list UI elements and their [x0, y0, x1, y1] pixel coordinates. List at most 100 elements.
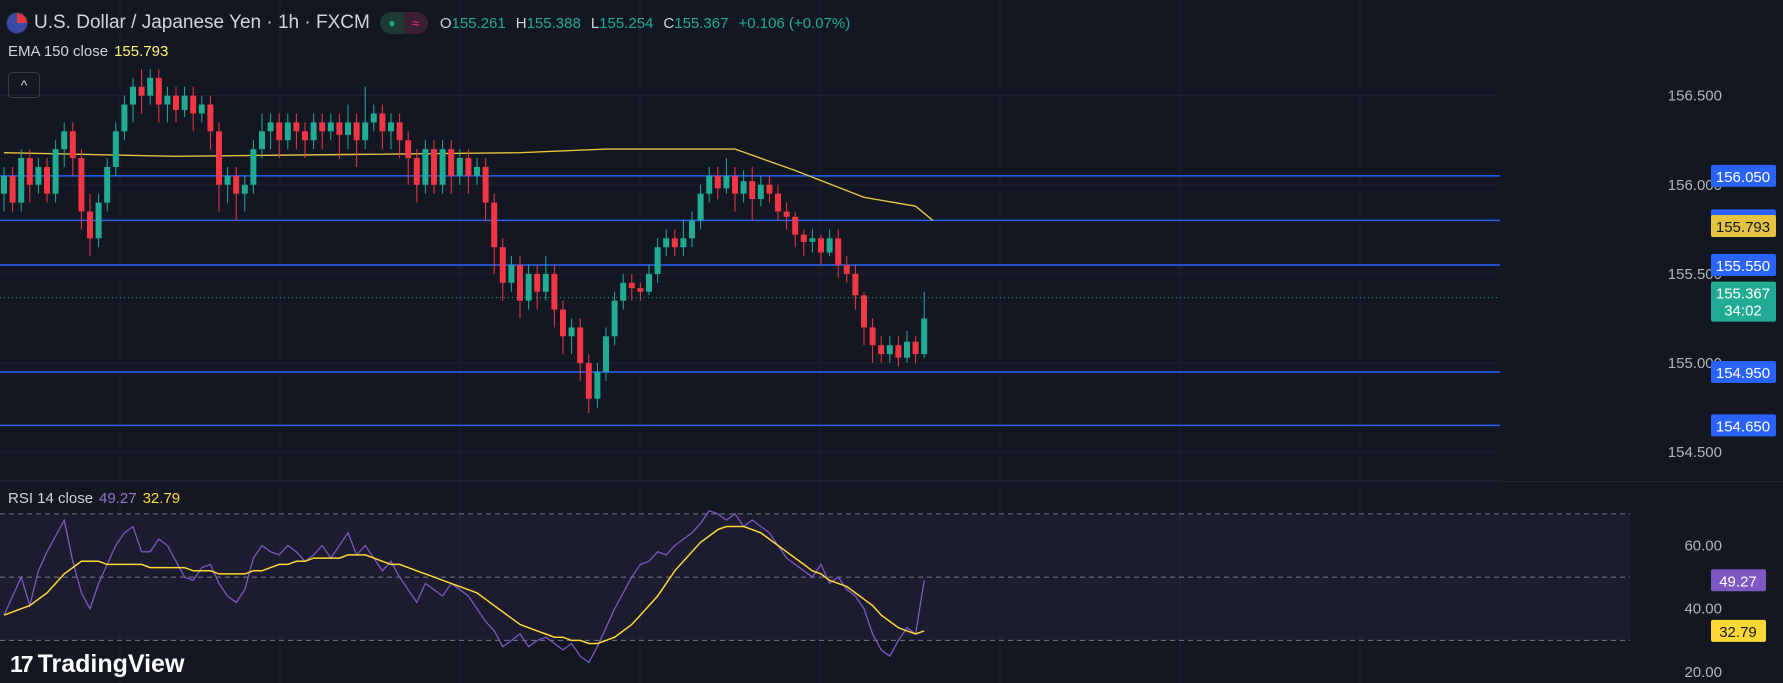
candle-body [216, 131, 222, 185]
candle-body [878, 345, 885, 355]
candle-body [379, 113, 386, 132]
candle-body [508, 265, 515, 283]
candle-body [121, 104, 128, 132]
level-price-tag: 156.050 [1711, 164, 1776, 187]
candle [800, 229, 807, 257]
candle [628, 273, 635, 301]
candle [388, 113, 394, 150]
candle [843, 256, 850, 283]
rsi-ma-tag-bg [1711, 619, 1766, 642]
candle [611, 291, 618, 346]
price-axis[interactable]: 156.500 156.000 155.500 155.000 154.500 156.0… [1500, 0, 1783, 481]
candle [69, 122, 76, 176]
candle-body [921, 318, 928, 355]
rsi-legend[interactable]: RSI 14 close 49.27 32.79 [8, 490, 180, 507]
candle [766, 175, 773, 203]
candle [603, 327, 609, 381]
candle [233, 166, 240, 221]
tradingview-logo[interactable]: 17 TradingView [10, 650, 184, 679]
candle [852, 265, 859, 310]
symbol-title[interactable]: U.S. Dollar / Japanese Yen · 1h · FXCM [34, 12, 370, 33]
level-price-tag-bg [1711, 414, 1776, 437]
candle-body [585, 363, 592, 399]
candle [327, 113, 334, 141]
candle-body [818, 238, 824, 253]
candle [740, 170, 747, 203]
candle-body [465, 158, 472, 176]
candles [0, 68, 1500, 413]
price-change: +0.106 (+0.07%) [738, 14, 851, 32]
rsi-ma-value: 32.79 [142, 490, 181, 507]
candle [104, 158, 111, 212]
candle [826, 229, 833, 257]
candle [757, 175, 764, 207]
rsi-value-tag-bg [1711, 569, 1766, 592]
candle [405, 131, 412, 185]
market-status[interactable]: ● ≈ [379, 12, 428, 34]
candle-body [224, 175, 231, 185]
price-tick-label: 156.500 [1668, 88, 1722, 105]
candle-body [69, 131, 76, 159]
candle-body [207, 104, 214, 132]
candle-body [680, 238, 687, 248]
candle [181, 86, 188, 118]
candle [130, 77, 136, 123]
candle-body [18, 158, 25, 203]
candle [697, 184, 704, 230]
candle-body [26, 158, 33, 185]
level-price-tag-text: 155.550 [1716, 258, 1770, 275]
collapse-legend-button[interactable]: ^ [8, 72, 40, 98]
candle-body [9, 175, 16, 203]
ohlc-low: L155.254 [590, 14, 654, 32]
candle [44, 158, 50, 203]
symbol-header: U.S. Dollar / Japanese Yen · 1h · FXCM ●… [6, 10, 850, 36]
candle [173, 86, 179, 123]
candle-body [1, 175, 7, 194]
candle-body [319, 122, 326, 132]
candle [61, 122, 68, 167]
ema-legend[interactable]: EMA 150 close 155.793 [8, 43, 168, 60]
candle-body [792, 216, 799, 235]
candle [542, 256, 549, 301]
market-open-icon: ● [379, 12, 404, 34]
candle-body [439, 149, 446, 185]
candle-body [413, 158, 420, 185]
candle-body [646, 273, 652, 292]
rsi-ma-line [3, 525, 925, 645]
candle [396, 113, 403, 159]
candle-body [456, 158, 463, 176]
price-tick-label: 155.500 [1668, 266, 1722, 283]
candle-body [809, 238, 816, 242]
candle-body [293, 122, 300, 132]
price-levels: BUY TP2BUY TP1ENTRYSELL TP1SELL TP2 [0, 168, 1625, 434]
candle-body [620, 282, 627, 301]
candle-body [852, 273, 859, 296]
candle [198, 95, 205, 123]
candle-body [577, 327, 584, 364]
candle [310, 113, 317, 150]
price-tick-label: 156.000 [1668, 177, 1722, 194]
ema-price-tag-text: 155.793 [1716, 219, 1770, 236]
candle [250, 140, 257, 194]
candle [499, 238, 506, 301]
candle-body [491, 202, 498, 248]
level-price-tag-bg [1711, 360, 1776, 383]
candle-body [714, 175, 721, 189]
candle [689, 211, 695, 248]
candle [138, 68, 145, 114]
candle [336, 113, 343, 159]
rsi-value-tag-text: 49.27 [1719, 573, 1757, 590]
candle-body [628, 282, 635, 289]
candle [646, 265, 652, 296]
candle [284, 113, 291, 150]
candle-body [912, 341, 919, 355]
candle [302, 122, 308, 159]
candle [147, 68, 154, 105]
candle [370, 104, 377, 132]
candle [379, 104, 386, 150]
level-price-tag: 155.550 [1711, 254, 1776, 276]
candle [723, 158, 730, 194]
ema-label: EMA 150 close [8, 43, 109, 60]
candle [560, 300, 566, 355]
